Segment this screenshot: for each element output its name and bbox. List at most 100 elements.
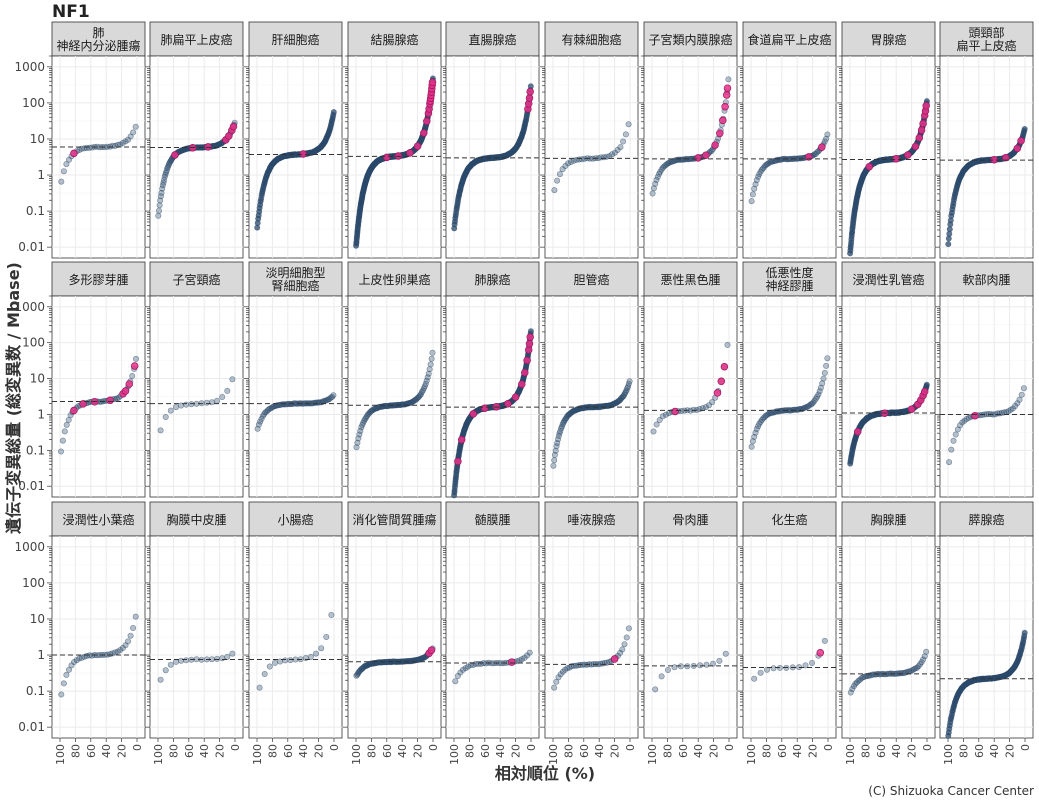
data-point-mutant bbox=[893, 155, 900, 162]
x-tick-label: 40 bbox=[100, 744, 113, 758]
panel: 軟部肉腫 bbox=[935, 262, 1033, 497]
data-point-wildtype bbox=[551, 685, 556, 690]
panel-label: 直腸腺癌 bbox=[468, 32, 516, 47]
data-point-wildtype bbox=[659, 674, 664, 679]
x-tick-label: 80 bbox=[69, 744, 82, 758]
data-point-wildtype bbox=[168, 408, 173, 413]
data-point-wildtype bbox=[624, 635, 629, 640]
panel-label: 胆管癌 bbox=[573, 272, 609, 287]
data-point-mutant bbox=[721, 363, 728, 370]
x-tick-label: 40 bbox=[692, 744, 705, 758]
data-point-wildtype bbox=[620, 139, 625, 144]
data-point-mutant bbox=[904, 152, 911, 159]
y-tick-label: 100 bbox=[22, 336, 45, 350]
data-point-mutant bbox=[126, 381, 133, 388]
x-tick-label: 20 bbox=[510, 744, 523, 758]
x-tick-label: 20 bbox=[214, 744, 227, 758]
data-point-mutant bbox=[723, 92, 730, 99]
x-tick-label: 60 bbox=[381, 744, 394, 758]
data-point-mutant bbox=[722, 103, 729, 110]
data-point-wildtype bbox=[924, 382, 929, 387]
data-point-wildtype bbox=[133, 124, 138, 129]
data-point-wildtype bbox=[184, 658, 189, 663]
data-point-wildtype bbox=[184, 402, 189, 407]
x-tick-label: 100 bbox=[251, 744, 264, 765]
panel-label: 結腸腺癌 bbox=[370, 32, 418, 47]
data-point-wildtype bbox=[163, 668, 168, 673]
x-tick-label: 80 bbox=[463, 744, 476, 758]
x-tick-label: 40 bbox=[198, 744, 211, 758]
y-tick-label: 100 bbox=[22, 576, 45, 590]
panel: 子宮類内膜腺癌 bbox=[639, 22, 737, 258]
data-point-mutant bbox=[414, 143, 421, 150]
data-point-wildtype bbox=[1017, 397, 1022, 402]
data-point-mutant bbox=[527, 88, 534, 95]
data-point-wildtype bbox=[1021, 386, 1026, 391]
data-point-wildtype bbox=[823, 363, 828, 368]
x-tick-label: 20 bbox=[609, 744, 622, 758]
panel-label: 肺 bbox=[92, 26, 104, 40]
data-point-wildtype bbox=[225, 654, 230, 659]
x-tick-label: 60 bbox=[677, 744, 690, 758]
data-point-wildtype bbox=[427, 367, 432, 372]
panel: 胆管癌 bbox=[540, 262, 638, 497]
panel-label: 浸潤性小葉癌 bbox=[62, 512, 134, 527]
x-tick-label: 80 bbox=[167, 744, 180, 758]
data-point-mutant bbox=[107, 397, 114, 404]
data-point-wildtype bbox=[822, 370, 827, 375]
panel: 胃腺癌 bbox=[837, 22, 935, 258]
data-point-wildtype bbox=[946, 241, 951, 246]
data-point-wildtype bbox=[62, 429, 67, 434]
data-point-wildtype bbox=[230, 377, 235, 382]
panel-label: 化生癌 bbox=[771, 512, 807, 527]
data-point-wildtype bbox=[528, 329, 533, 334]
x-tick-label: 100 bbox=[448, 744, 461, 765]
panel: 子宮頸癌 bbox=[145, 262, 243, 497]
data-point-wildtype bbox=[825, 132, 830, 137]
y-tick-label: 100 bbox=[22, 96, 45, 110]
data-point-wildtype bbox=[620, 647, 625, 652]
x-tick-label: 80 bbox=[661, 744, 674, 758]
data-point-wildtype bbox=[949, 447, 954, 452]
data-point-mutant bbox=[920, 120, 927, 127]
panel: 肝細胞癌 bbox=[244, 22, 342, 258]
data-point-wildtype bbox=[626, 122, 631, 127]
data-point-wildtype bbox=[650, 191, 655, 196]
data-point-mutant bbox=[703, 152, 710, 159]
data-point-wildtype bbox=[262, 671, 267, 676]
data-point-wildtype bbox=[168, 662, 173, 667]
data-point-mutant bbox=[912, 143, 919, 150]
data-point-mutant bbox=[695, 155, 702, 162]
panel: 食道扁平上皮癌 bbox=[738, 22, 836, 258]
data-point-wildtype bbox=[331, 393, 336, 398]
data-point-wildtype bbox=[61, 681, 66, 686]
data-point-wildtype bbox=[821, 376, 826, 381]
data-point-mutant bbox=[526, 340, 533, 347]
data-point-wildtype bbox=[723, 651, 728, 656]
data-point-wildtype bbox=[308, 654, 313, 659]
panel-label: 唾液腺癌 bbox=[567, 512, 615, 527]
data-point-wildtype bbox=[665, 667, 670, 672]
x-tick-label: 100 bbox=[152, 744, 165, 765]
x-tick-label: 20 bbox=[313, 744, 326, 758]
panel-label: 腎細胞癌 bbox=[271, 278, 319, 293]
data-point-wildtype bbox=[623, 132, 628, 137]
data-point-wildtype bbox=[626, 626, 631, 631]
data-point-wildtype bbox=[178, 658, 183, 663]
data-point-mutant bbox=[921, 388, 928, 395]
data-point-wildtype bbox=[951, 438, 956, 443]
x-tick-label: 40 bbox=[297, 744, 310, 758]
panel: 有棘細胞癌 bbox=[540, 22, 638, 258]
data-point-wildtype bbox=[618, 144, 623, 149]
data-point-mutant bbox=[716, 130, 723, 137]
data-point-wildtype bbox=[173, 404, 178, 409]
x-tick-label: 60 bbox=[875, 744, 888, 758]
panel-label: 有棘細胞癌 bbox=[561, 32, 621, 47]
x-tick-label: 0 bbox=[624, 744, 637, 751]
data-point-wildtype bbox=[557, 171, 562, 176]
